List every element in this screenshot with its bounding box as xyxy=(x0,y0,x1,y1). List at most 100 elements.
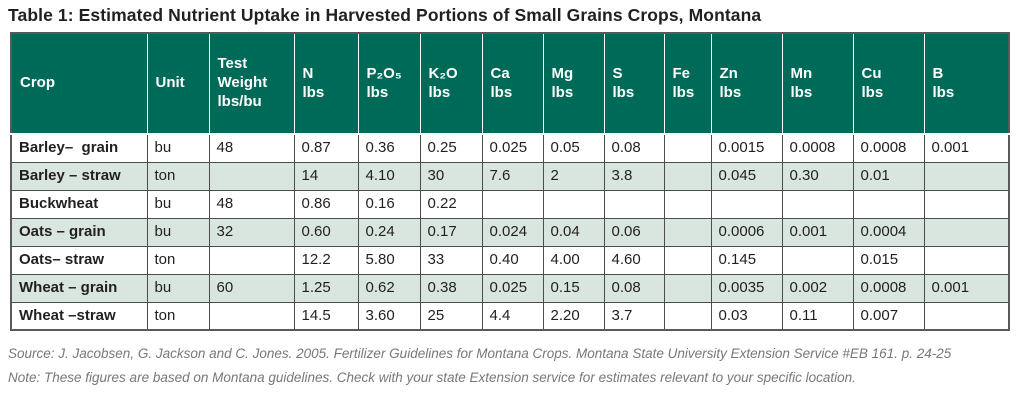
value-cell xyxy=(781,245,854,275)
value-cell: 2 xyxy=(542,161,605,191)
value-cell xyxy=(781,189,854,219)
col-header-n: N lbs xyxy=(294,33,359,135)
value-cell xyxy=(208,161,295,191)
col-header-b: B lbs xyxy=(924,33,1009,135)
value-cell: 0.001 xyxy=(781,217,854,247)
value-cell: 48 xyxy=(208,189,295,219)
value-cell xyxy=(663,189,712,219)
value-cell: 3.8 xyxy=(603,161,665,191)
table-row: Wheat –straw ton 14.5 3.60 25 4.4 2.20 3.7 0.03 0… xyxy=(10,301,1010,331)
value-cell: 0.87 xyxy=(293,133,359,163)
value-cell: 0.024 xyxy=(481,217,544,247)
crop-cell: Barley– grain xyxy=(10,133,148,163)
value-cell xyxy=(923,189,1010,219)
value-cell xyxy=(603,189,665,219)
value-cell: 25 xyxy=(419,301,483,331)
col-header-cu: Cu lbs xyxy=(853,33,925,135)
value-cell xyxy=(663,161,712,191)
value-cell xyxy=(663,133,712,163)
value-cell: 1.25 xyxy=(293,273,359,303)
value-cell: 0.17 xyxy=(419,217,483,247)
crop-cell: Wheat –straw xyxy=(10,301,148,331)
value-cell: 0.08 xyxy=(603,133,665,163)
value-cell: 0.001 xyxy=(923,133,1010,163)
value-cell: ton xyxy=(146,161,210,191)
value-cell xyxy=(663,217,712,247)
table-footnotes: Source: J. Jacobsen, G. Jackson and C. J… xyxy=(8,344,1024,389)
value-cell: 7.6 xyxy=(481,161,544,191)
value-cell: ton xyxy=(146,301,210,331)
table-row: Buckwheat bu 48 0.86 0.16 0.22 xyxy=(10,189,1010,219)
value-cell: 3.7 xyxy=(603,301,665,331)
value-cell: bu xyxy=(146,189,210,219)
value-cell: 0.30 xyxy=(781,161,854,191)
value-cell: 0.03 xyxy=(710,301,783,331)
value-cell: 12.2 xyxy=(293,245,359,275)
value-cell: 0.0006 xyxy=(710,217,783,247)
value-cell xyxy=(481,189,544,219)
table-row: Barley – straw ton 14 4.10 30 7.6 2 3.8 0.045 0.3… xyxy=(10,161,1010,191)
table-title: Table 1: Estimated Nutrient Uptake in Ha… xyxy=(8,5,762,25)
value-cell: 0.002 xyxy=(781,273,854,303)
value-cell: 2.20 xyxy=(542,301,605,331)
crop-cell: Buckwheat xyxy=(10,189,148,219)
value-cell xyxy=(663,301,712,331)
col-header-mg: Mg lbs xyxy=(543,33,605,135)
table-body: Barley– grain bu 48 0.87 0.36 0.25 0.025 0.05 0.… xyxy=(10,133,1010,331)
value-cell: 0.22 xyxy=(419,189,483,219)
crop-cell: Wheat – grain xyxy=(10,273,148,303)
value-cell: 0.04 xyxy=(542,217,605,247)
guidelines-note: Note: These figures are based on Montana… xyxy=(8,369,856,385)
value-cell: 0.08 xyxy=(603,273,665,303)
value-cell: 30 xyxy=(419,161,483,191)
value-cell: 0.60 xyxy=(293,217,359,247)
crop-cell: Oats– straw xyxy=(10,245,148,275)
col-header-fe: Fe lbs xyxy=(664,33,712,135)
value-cell: 4.4 xyxy=(481,301,544,331)
value-cell xyxy=(542,189,605,219)
col-header-zn: Zn lbs xyxy=(711,33,783,135)
value-cell: 0.025 xyxy=(481,273,544,303)
value-cell: 4.00 xyxy=(542,245,605,275)
value-cell: 0.40 xyxy=(481,245,544,275)
value-cell: 33 xyxy=(419,245,483,275)
table-row: Oats– straw ton 12.2 5.80 33 0.40 4.00 4.60 0.14… xyxy=(10,245,1010,275)
value-cell: 0.15 xyxy=(542,273,605,303)
header-row: Crop Unit Test Weight lbs/bu N lbs P₂O₅ … xyxy=(11,33,1009,135)
value-cell: 0.001 xyxy=(923,273,1010,303)
table-row: Oats – grain bu 32 0.60 0.24 0.17 0.024 0.04 0.0… xyxy=(10,217,1010,247)
col-header-test-weight: Test Weight lbs/bu xyxy=(209,33,295,135)
col-header-p2o5: P₂O₅ lbs xyxy=(358,33,421,135)
value-cell: bu xyxy=(146,133,210,163)
value-cell: 0.06 xyxy=(603,217,665,247)
value-cell xyxy=(710,189,783,219)
col-header-ca: Ca lbs xyxy=(482,33,544,135)
value-cell: 0.01 xyxy=(852,161,925,191)
value-cell: 0.0015 xyxy=(710,133,783,163)
value-cell: 14.5 xyxy=(293,301,359,331)
table-row: Wheat – grain bu 60 1.25 0.62 0.38 0.025 0.15 0.… xyxy=(10,273,1010,303)
value-cell: 60 xyxy=(208,273,295,303)
value-cell: 3.60 xyxy=(357,301,421,331)
value-cell: 0.007 xyxy=(852,301,925,331)
value-cell: 0.24 xyxy=(357,217,421,247)
col-header-k2o: K₂O lbs xyxy=(420,33,483,135)
table-row: Barley– grain bu 48 0.87 0.36 0.25 0.025 0.05 0.… xyxy=(10,133,1010,163)
value-cell: 0.25 xyxy=(419,133,483,163)
value-cell xyxy=(923,217,1010,247)
value-cell: 0.015 xyxy=(852,245,925,275)
value-cell xyxy=(923,161,1010,191)
col-header-crop: Crop xyxy=(11,33,148,135)
source-citation: Source: J. Jacobsen, G. Jackson and C. J… xyxy=(8,346,952,361)
value-cell xyxy=(923,301,1010,331)
value-cell: 0.05 xyxy=(542,133,605,163)
value-cell: ton xyxy=(146,245,210,275)
value-cell: 32 xyxy=(208,217,295,247)
value-cell: 0.145 xyxy=(710,245,783,275)
value-cell: 0.025 xyxy=(481,133,544,163)
value-cell: 0.0008 xyxy=(781,133,854,163)
value-cell: 0.62 xyxy=(357,273,421,303)
value-cell xyxy=(208,301,295,331)
crop-cell: Barley – straw xyxy=(10,161,148,191)
value-cell: 0.0008 xyxy=(852,273,925,303)
